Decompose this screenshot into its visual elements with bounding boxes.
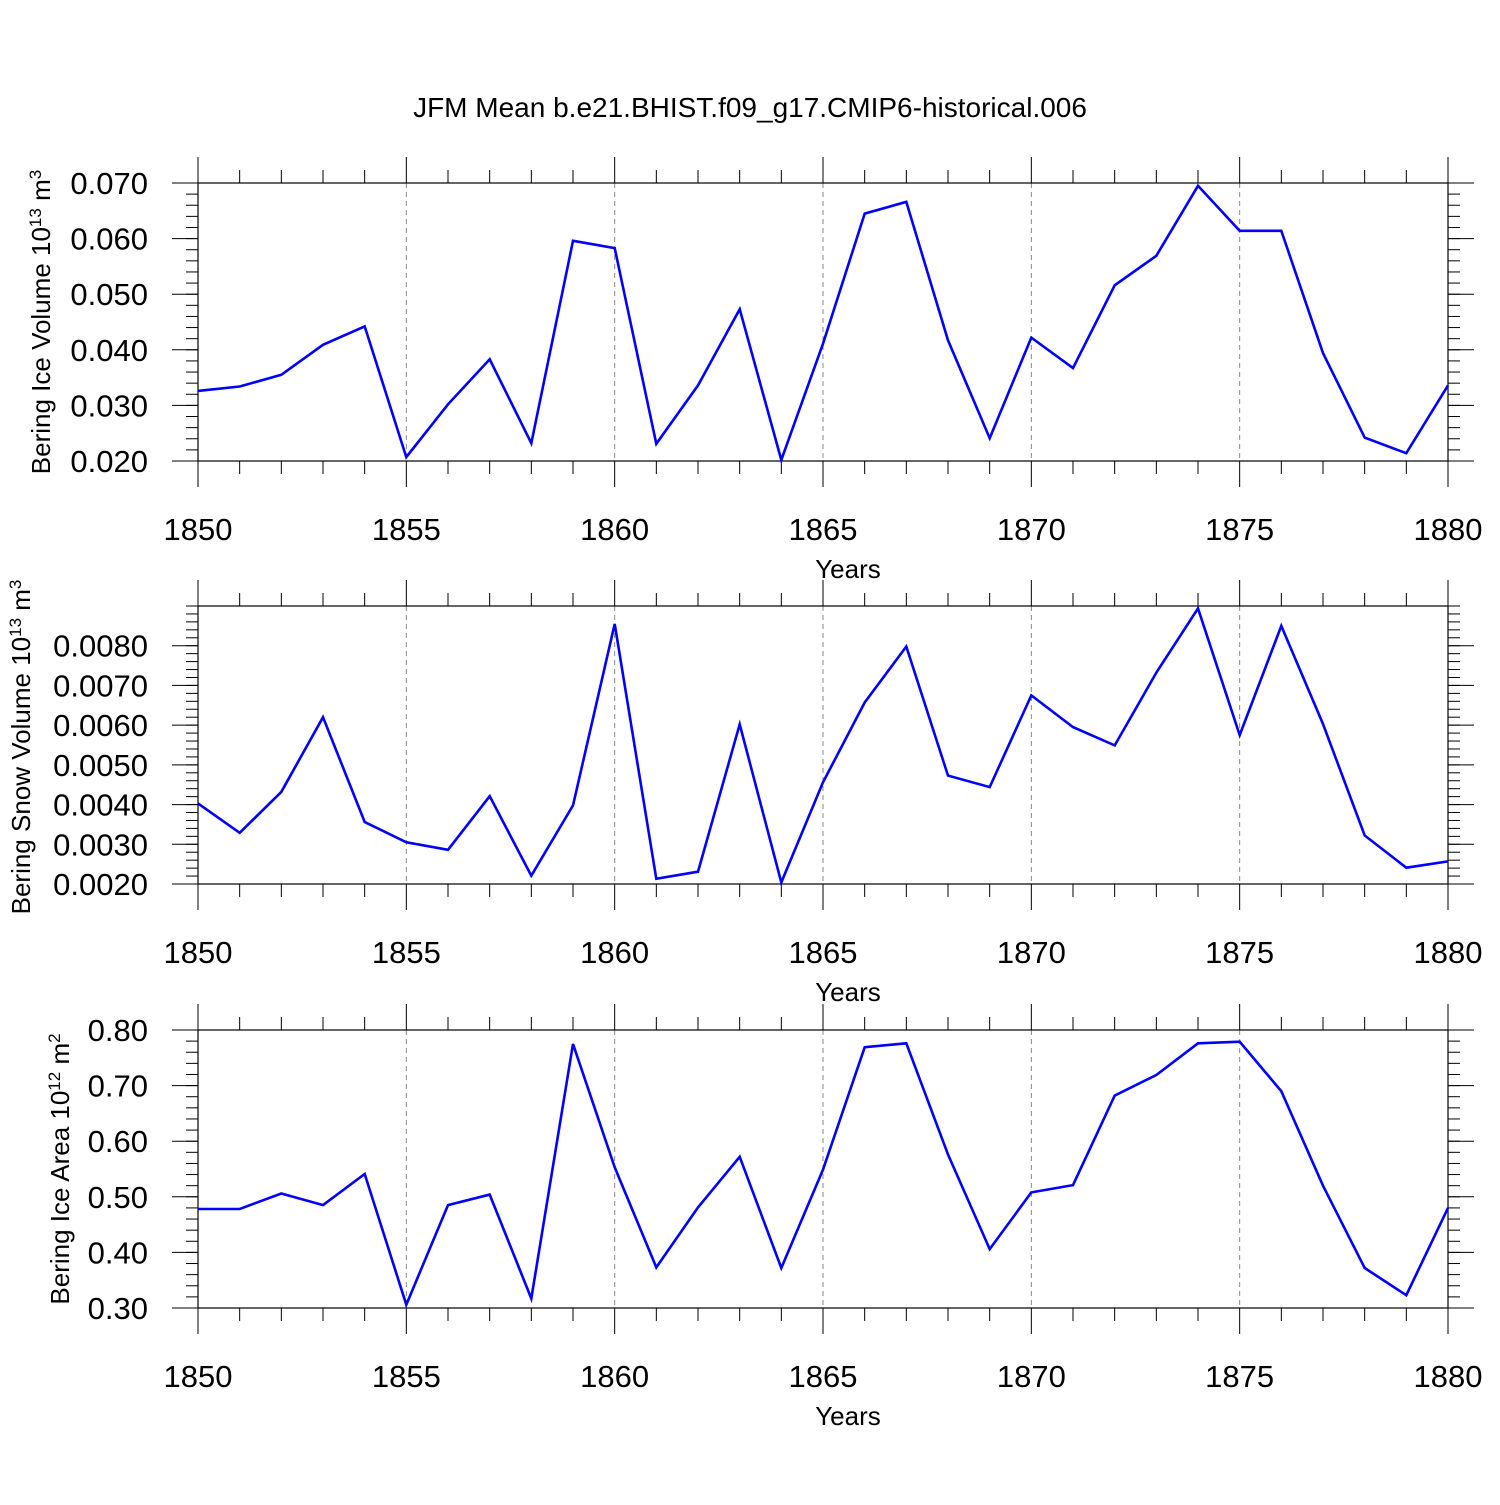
y-tick-label: 0.020 (70, 444, 148, 479)
x-tick-label: 1860 (580, 935, 649, 970)
x-tick-label: 1880 (1414, 512, 1483, 547)
y-tick-label: 0.40 (88, 1235, 148, 1270)
x-tick-label: 1870 (997, 935, 1066, 970)
y-axis-title: Bering Ice Area 1012 m2 (45, 1033, 76, 1304)
x-tick-label: 1850 (164, 512, 233, 547)
x-tick-label: 1870 (997, 1359, 1066, 1394)
x-tick-label: 1855 (372, 1359, 441, 1394)
y-tick-label: 0.050 (70, 277, 148, 312)
y-tick-label: 0.030 (70, 388, 148, 423)
x-tick-label: 1865 (789, 512, 858, 547)
x-tick-label: 1875 (1205, 512, 1274, 547)
x-tick-label: 1865 (789, 1359, 858, 1394)
x-tick-label: 1860 (580, 1359, 649, 1394)
y-tick-label: 0.70 (88, 1069, 148, 1104)
x-axis-title: Years (815, 554, 881, 584)
chart-panel-snow-volume: 0.0020 0.0030 0.0040 0.0050 0.0060 0.0070 0.00… (6, 580, 1483, 1007)
y-tick-label: 0.0040 (53, 788, 148, 823)
y-axis-title: Bering Snow Volume 1013 m3 (6, 580, 37, 915)
x-tick-label: 1880 (1414, 935, 1483, 970)
y-tick-label: 0.070 (70, 166, 148, 201)
x-tick-label: 1860 (580, 512, 649, 547)
y-tick-label: 0.0080 (53, 629, 148, 664)
x-tick-label: 1870 (997, 512, 1066, 547)
series-line-ice-area (198, 1040, 1450, 1309)
series-line-ice-volume (197, 183, 1450, 465)
x-tick-label: 1855 (372, 512, 441, 547)
x-tick-label: 1865 (789, 935, 858, 970)
y-tick-label: 0.80 (88, 1013, 148, 1048)
y-tick-label: 0.060 (70, 222, 148, 257)
y-tick-label: 0.50 (88, 1180, 148, 1215)
y-tick-label: 0.0060 (53, 708, 148, 743)
x-tick-label: 1850 (164, 1359, 233, 1394)
y-tick-label: 0.30 (88, 1291, 148, 1326)
x-tick-label: 1850 (164, 935, 233, 970)
series-line-snow-volume (197, 605, 1449, 887)
chart-panel-ice-volume: 0.020 0.030 0.040 0.050 0.060 0.070 1850 1855 18… (26, 157, 1483, 584)
x-tick-label: 1875 (1205, 1359, 1274, 1394)
x-tick-label: 1880 (1414, 1359, 1483, 1394)
y-tick-label: 0.040 (70, 333, 148, 368)
x-tick-label: 1875 (1205, 935, 1274, 970)
chart-panel-ice-area: 0.30 0.40 0.50 0.60 0.70 0.80 1850 1855 1860 1865… (45, 1004, 1483, 1431)
x-tick-label: 1855 (372, 935, 441, 970)
y-tick-label: 0.60 (88, 1124, 148, 1159)
y-tick-label: 0.0070 (53, 668, 148, 703)
x-axis-title: Years (815, 977, 881, 1007)
x-axis-title: Years (815, 1401, 881, 1431)
y-axis-title: Bering Ice Volume 1013 m3 (26, 170, 57, 474)
figure-title: JFM Mean b.e21.BHIST.f09_g17.CMIP6-histo… (413, 92, 1087, 123)
y-tick-label: 0.0020 (53, 867, 148, 902)
y-tick-label: 0.0050 (53, 748, 148, 783)
y-tick-label: 0.0030 (53, 827, 148, 862)
